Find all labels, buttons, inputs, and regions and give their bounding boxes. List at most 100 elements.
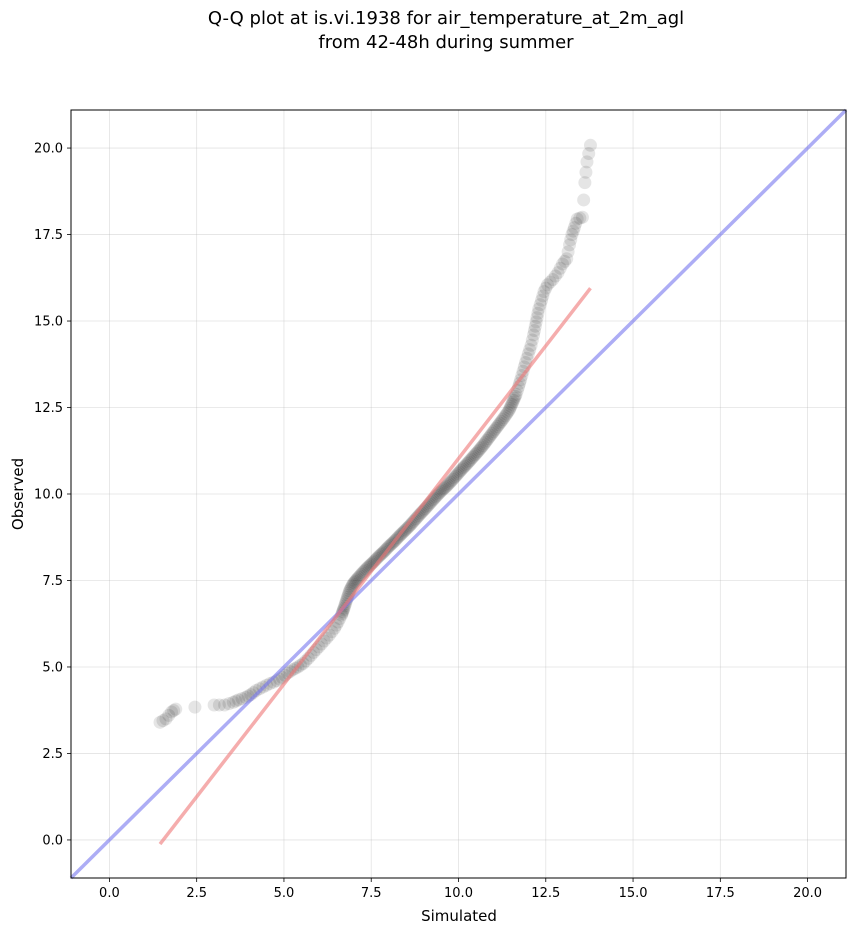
quantile-point xyxy=(463,454,477,468)
x-tick-label: 7.5 xyxy=(361,886,382,901)
quantile-point xyxy=(207,698,221,712)
x-tick-label: 5.0 xyxy=(274,886,295,901)
quantile-point xyxy=(480,433,494,447)
quantile-point xyxy=(497,411,511,425)
quantile-point xyxy=(167,704,181,718)
quantile-point xyxy=(501,405,515,419)
quantile-point xyxy=(565,228,579,242)
quantile-point xyxy=(481,432,495,446)
quantile-point xyxy=(445,474,459,488)
chart-title: Q-Q plot at is.vi.1938 for air_temperatu… xyxy=(208,8,684,53)
quantile-point xyxy=(556,257,570,271)
quantile-point xyxy=(456,461,470,475)
reference-lines xyxy=(69,108,848,880)
quantile-point xyxy=(578,176,592,190)
quantile-point xyxy=(523,343,537,357)
quantile-point xyxy=(504,399,518,413)
quantile-point xyxy=(484,428,498,442)
quantile-point xyxy=(492,418,506,432)
quantile-point xyxy=(520,351,534,365)
quantile-point xyxy=(570,212,584,226)
quantile-point xyxy=(475,440,489,454)
quantile-point xyxy=(405,516,419,530)
quantile-point xyxy=(498,409,512,423)
quantile-point xyxy=(564,233,578,247)
quantile-point xyxy=(467,449,481,463)
quantile-point xyxy=(525,333,539,347)
x-axis-ticks: 0.0 2.5 5.0 7.5 10.0 12.5 15.0 17.5 20.0 xyxy=(99,878,822,901)
quantile-point xyxy=(455,462,469,476)
chart-title-line: Q-Q plot at is.vi.1938 for air_temperatu… xyxy=(208,8,684,29)
quantile-point xyxy=(403,519,417,533)
quantile-point xyxy=(505,397,519,411)
quantile-point xyxy=(582,147,596,161)
y-tick-label: 5.0 xyxy=(42,660,63,675)
quantile-point xyxy=(439,479,453,493)
quantile-point xyxy=(153,715,167,729)
quantile-point xyxy=(375,546,389,560)
quantile-point xyxy=(541,278,555,292)
quantile-point xyxy=(222,697,236,711)
quantile-point xyxy=(473,442,487,456)
quantile-point xyxy=(573,211,587,225)
quantile-point xyxy=(165,705,179,719)
quantile-point xyxy=(583,138,597,152)
quantile-point xyxy=(162,708,176,722)
quantile-point xyxy=(530,311,544,325)
quantile-point xyxy=(494,414,508,428)
quantile-point xyxy=(508,389,522,403)
quantile-point xyxy=(489,421,503,435)
y-tick-label: 7.5 xyxy=(42,574,63,589)
quantile-point xyxy=(560,252,574,266)
quantile-point xyxy=(521,347,535,361)
quantile-point xyxy=(533,298,547,312)
quantile-point xyxy=(159,712,173,726)
quantile-point xyxy=(458,459,472,473)
quantile-point xyxy=(528,319,542,333)
quantile-point xyxy=(507,391,521,405)
quantile-point xyxy=(506,395,520,409)
scatter-points xyxy=(153,138,597,729)
quantile-point xyxy=(447,471,461,485)
y-tick-label: 2.5 xyxy=(42,747,63,762)
fit-line xyxy=(158,287,592,846)
quantile-point xyxy=(575,210,589,224)
quantile-point xyxy=(352,570,366,584)
quantile-point xyxy=(263,677,277,691)
y-tick-label: 0.0 xyxy=(42,833,63,848)
quantile-point xyxy=(531,306,545,320)
quantile-point xyxy=(527,328,541,342)
quantile-point xyxy=(472,443,486,457)
quantile-point xyxy=(235,692,249,706)
quantile-point xyxy=(493,416,507,430)
y-axis-ticks: 0.0 2.5 5.0 7.5 10.0 12.5 15.0 17.5 20.0 xyxy=(34,142,71,848)
quantile-point xyxy=(350,572,364,586)
quantile-point xyxy=(537,285,551,299)
quantile-point xyxy=(543,275,557,289)
quantile-point xyxy=(527,324,541,338)
quantile-point xyxy=(536,289,550,303)
y-tick-label: 17.5 xyxy=(34,228,63,243)
quantile-point xyxy=(479,435,493,449)
quantile-point xyxy=(563,238,577,252)
y-tick-label: 12.5 xyxy=(34,401,63,416)
quantile-point xyxy=(471,445,485,459)
quantile-point xyxy=(188,700,202,714)
quantile-point xyxy=(459,458,473,472)
quantile-point xyxy=(464,452,478,466)
quantile-point xyxy=(441,478,455,492)
quantile-point xyxy=(482,430,496,444)
x-tick-label: 10.0 xyxy=(444,886,473,901)
quantile-point xyxy=(548,269,562,283)
quantile-point xyxy=(451,467,465,481)
quantile-point xyxy=(437,482,451,496)
y-axis-label: Observed xyxy=(9,458,27,530)
quantile-point xyxy=(485,426,499,440)
quantile-point xyxy=(212,698,226,712)
quantile-point xyxy=(490,420,504,434)
x-axis-label: Simulated xyxy=(421,907,497,925)
quantile-point xyxy=(442,477,456,491)
quantile-point xyxy=(232,693,246,707)
quantile-point xyxy=(546,273,560,287)
